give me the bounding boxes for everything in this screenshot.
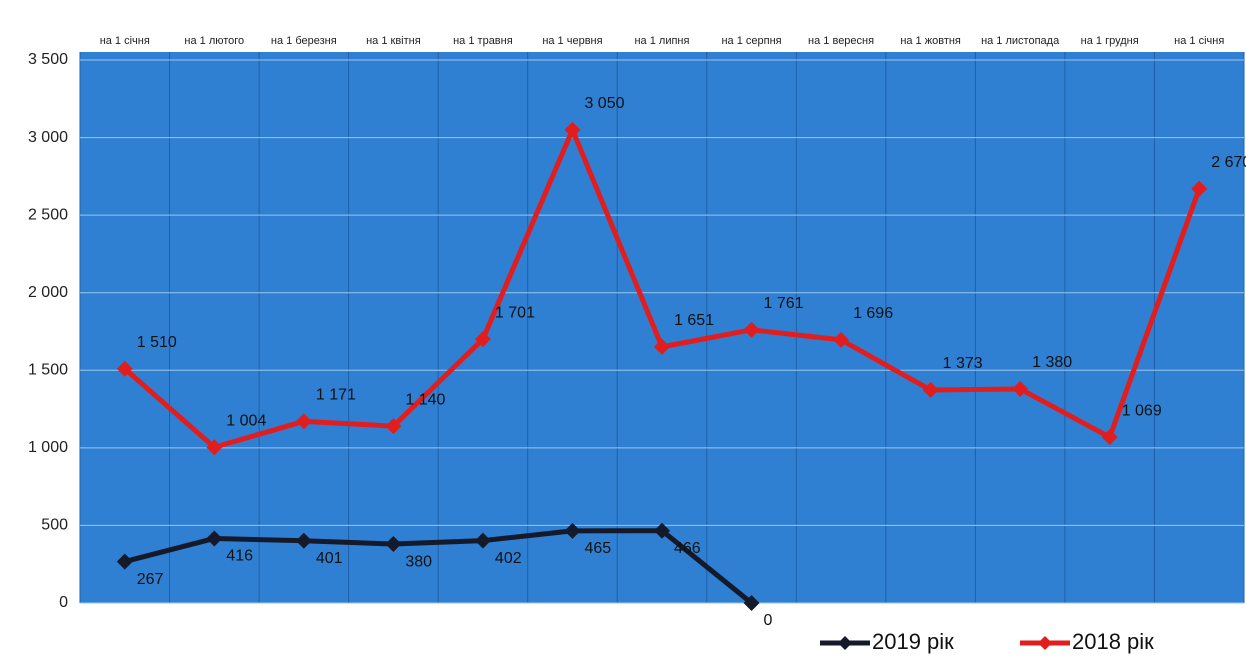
data-label: 1 651	[674, 312, 714, 329]
marker	[295, 532, 312, 549]
y-tick-label: 3 000	[28, 129, 68, 146]
y-tick-label: 0	[59, 594, 68, 611]
marker	[564, 121, 581, 138]
x-tick-label: на 1 вересня	[808, 35, 875, 47]
y-tick-label: 1 000	[28, 439, 68, 456]
y-tick-label: 2 500	[28, 206, 68, 223]
x-tick-label: на 1 квітня	[366, 35, 421, 47]
y-tick-label: 3 500	[28, 51, 68, 68]
marker	[1012, 380, 1029, 397]
data-label: 3 050	[584, 95, 624, 112]
data-label: 465	[584, 540, 611, 557]
marker	[922, 381, 939, 398]
marker	[206, 530, 223, 547]
data-label: 466	[674, 540, 701, 557]
data-label: 2 670	[1211, 154, 1246, 171]
data-label: 1 373	[943, 355, 983, 372]
legend-marker	[838, 636, 852, 650]
data-label: 1 069	[1122, 402, 1162, 419]
x-tick-label: на 1 листопада	[981, 35, 1060, 47]
data-label: 1 696	[853, 305, 893, 322]
plot-area	[80, 52, 1244, 603]
x-tick-label: на 1 серпня	[721, 35, 782, 47]
data-label: 1 171	[316, 387, 356, 404]
marker	[1191, 180, 1208, 197]
data-label: 1 380	[1032, 354, 1072, 371]
data-label: 402	[495, 550, 522, 567]
marker	[385, 536, 402, 553]
marker	[474, 331, 491, 348]
marker	[295, 413, 312, 430]
data-label: 1 701	[495, 304, 535, 321]
data-label: 401	[316, 550, 343, 567]
marker	[654, 338, 670, 355]
marker	[1101, 429, 1118, 446]
marker	[743, 595, 760, 611]
legend-label: 2018 рік	[1072, 629, 1154, 654]
marker	[833, 331, 850, 348]
marker	[116, 553, 133, 570]
x-tick-label: на 1 січня	[99, 35, 150, 47]
legend-label: 2019 рік	[872, 629, 954, 654]
y-tick-label: 2 000	[28, 284, 68, 301]
x-tick-label: на 1 червня	[542, 35, 603, 47]
data-label: 1 510	[137, 334, 177, 351]
marker	[116, 360, 133, 377]
data-label: 380	[405, 553, 432, 570]
x-tick-label: на 1 травня	[453, 35, 513, 47]
x-tick-label: на 1 лютого	[184, 35, 245, 47]
data-label: 416	[226, 548, 253, 565]
x-tick-label: на 1 січня	[1174, 35, 1225, 47]
x-tick-label: на 1 жовтня	[900, 35, 961, 47]
marker	[206, 439, 223, 456]
x-tick-label: на 1 березня	[270, 35, 337, 47]
y-tick-label: 500	[41, 517, 68, 534]
series-line	[124, 528, 754, 605]
data-label: 1 761	[764, 295, 804, 312]
marker	[385, 418, 402, 435]
data-label: 0	[764, 612, 773, 629]
x-tick-label: на 1 липня	[634, 35, 690, 47]
data-label: 267	[137, 571, 164, 588]
marker	[474, 532, 491, 549]
x-tick-label: на 1 грудня	[1080, 35, 1139, 47]
marker	[564, 522, 581, 539]
y-tick-label: 1 500	[28, 362, 68, 379]
data-label: 1 140	[405, 391, 445, 408]
marker	[743, 321, 760, 338]
marker	[654, 522, 670, 539]
legend-marker	[1038, 636, 1052, 650]
data-label: 1 004	[226, 412, 266, 429]
